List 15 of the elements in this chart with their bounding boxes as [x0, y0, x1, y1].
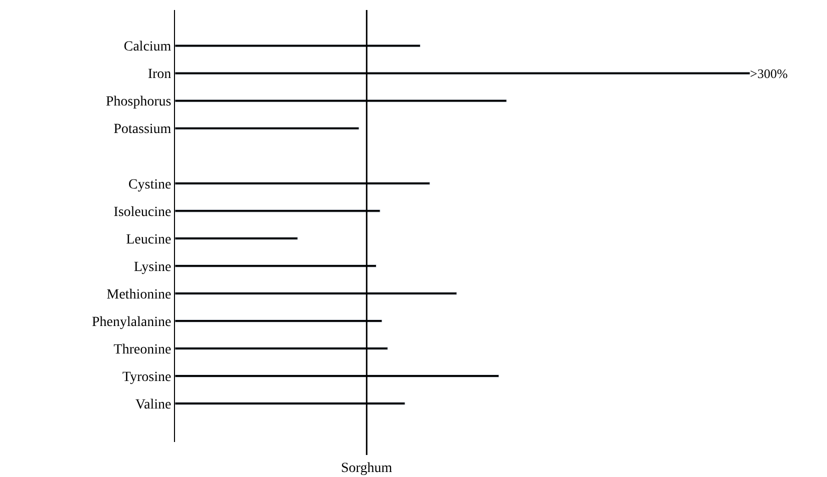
y-tick-label: Isoleucine: [114, 204, 172, 220]
y-tick-label: Cystine: [128, 177, 172, 192]
y-tick-label: Phosphorus: [106, 94, 172, 110]
y-tick-label: Lysine: [134, 260, 172, 275]
y-tick-label: Calcium: [124, 40, 172, 55]
y-tick-label: Iron: [148, 67, 172, 82]
y-tick-label: Phenylalanine: [92, 314, 172, 330]
y-tick-label: Tyrosine: [122, 370, 172, 385]
y-tick-label: Methionine: [106, 287, 172, 302]
y-tick-label: Potassium: [114, 122, 172, 138]
y-tick-label: Threonine: [114, 342, 172, 358]
y-tick-label: Leucine: [126, 232, 172, 248]
data-label: >300%: [750, 66, 788, 81]
ref-line-label: Sorghum: [341, 461, 392, 476]
y-tick-label: Valine: [135, 397, 172, 412]
